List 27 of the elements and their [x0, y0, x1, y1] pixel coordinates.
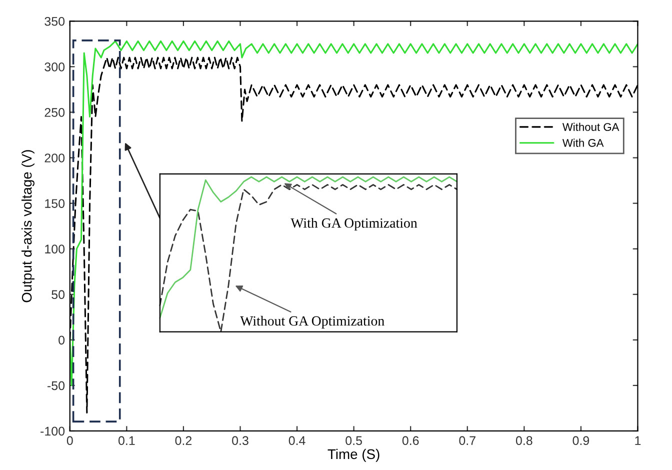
annotation: Without GA Optimization — [240, 316, 384, 328]
x-tick-label: 0.4 — [288, 436, 306, 446]
y-tick-label: 50 — [52, 290, 65, 300]
x-tick-label: 0.9 — [572, 436, 590, 446]
y-tick-label: -100 — [40, 426, 65, 436]
x-tick-label: 1 — [635, 436, 641, 445]
y-tick-label: 350 — [44, 16, 65, 26]
x-tick-label: 0.1 — [118, 436, 135, 446]
y-tick-label: 100 — [45, 244, 65, 254]
legend-label: With GA — [562, 138, 604, 147]
x-tick-label: 0.2 — [175, 436, 192, 446]
x-axis-title: Time (S) — [328, 448, 380, 462]
x-tick-label: 0.8 — [516, 436, 532, 446]
y-tick-label: 200 — [44, 154, 65, 162]
legend-label: Without GA — [562, 122, 620, 131]
y-tick-label: 300 — [44, 62, 65, 72]
y-tick-label: 0 — [58, 336, 65, 345]
x-tick-label: 0.6 — [402, 436, 419, 446]
y-tick-label: -50 — [48, 381, 65, 390]
annotation: With GA Optimization — [290, 218, 418, 231]
x-tick-label: 0.3 — [232, 436, 248, 446]
y-tick-label: 250 — [44, 108, 65, 117]
x-tick-label: 0 — [66, 436, 73, 446]
x-tick-label: 0.7 — [459, 436, 476, 446]
y-tick-label: 150 — [45, 199, 65, 208]
y-axis-title: Output d-axis voltage (V) — [22, 150, 34, 302]
x-tick-label: 0.5 — [346, 436, 362, 446]
